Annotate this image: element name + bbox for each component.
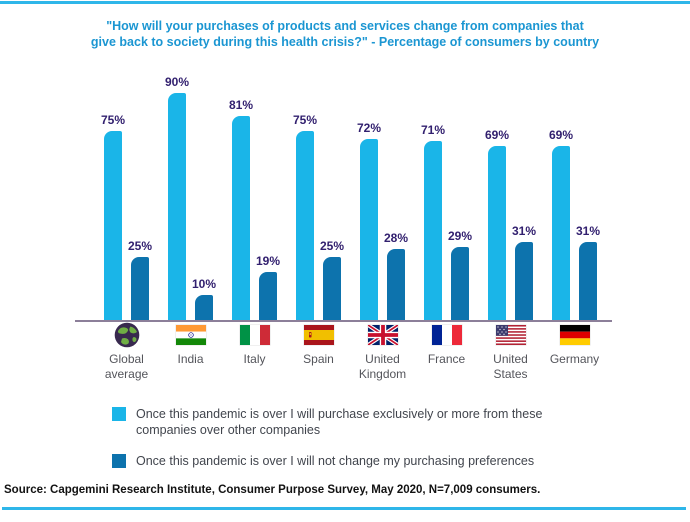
value-label-italy-series1: 81% — [228, 97, 254, 112]
legend-swatch-2 — [112, 454, 126, 468]
bar-wrap: 19% — [255, 68, 281, 320]
bar-italy-series2 — [259, 272, 277, 320]
bar-wrap: 69% — [484, 68, 510, 320]
category-label-global-average: Global average — [104, 352, 149, 381]
value-label-united-kingdom-series2: 28% — [383, 231, 409, 246]
spain-flag-icon — [284, 322, 354, 348]
bar-wrap: 31% — [511, 68, 537, 320]
bar-wrap: 28% — [383, 68, 409, 320]
category-united-states: United States — [476, 322, 546, 381]
bar-group-germany: 69% 31% — [543, 68, 607, 320]
germany-flag-icon — [540, 322, 610, 348]
category-label-germany: Germany — [549, 352, 600, 366]
bar-india-series2 — [195, 294, 213, 320]
chart-title: "How will your purchases of products and… — [0, 19, 690, 50]
value-label-global-average-series2: 25% — [127, 239, 153, 253]
category-label-united-kingdom: United Kingdom — [358, 352, 407, 381]
bar-group-united-kingdom: 72% 28% — [351, 68, 415, 320]
category-global-average: Global average — [92, 322, 162, 381]
top-rule — [0, 1, 690, 4]
bar-spain-series1 — [296, 131, 314, 320]
bar-group-india: 90% 10% — [159, 68, 223, 320]
bar-group-italy: 81% 19% — [223, 68, 287, 320]
x-axis-labels: Global average India Italy Spain United King… — [78, 322, 612, 386]
value-label-united-kingdom-series1: 72% — [356, 120, 382, 135]
category-label-india: India — [177, 352, 204, 366]
bar-united-kingdom-series2 — [387, 249, 405, 320]
bar-wrap: 75% — [100, 68, 126, 320]
legend: Once this pandemic is over I will purcha… — [112, 406, 596, 484]
bar-germany-series2 — [579, 241, 597, 320]
category-label-italy: Italy — [243, 352, 266, 366]
bar-wrap: 25% — [319, 68, 345, 320]
bar-wrap: 31% — [575, 68, 601, 320]
category-united-kingdom: United Kingdom — [348, 322, 418, 381]
value-label-global-average-series1: 75% — [100, 113, 126, 127]
bar-wrap: 71% — [420, 68, 446, 320]
value-label-united-states-series2: 31% — [511, 223, 537, 238]
category-label-france: France — [427, 352, 466, 366]
bar-group-spain: 75% 25% — [287, 68, 351, 320]
chart-title-line2: give back to society during this health … — [90, 34, 600, 49]
legend-item-1: Once this pandemic is over I will purcha… — [112, 406, 596, 438]
bar-wrap: 69% — [548, 68, 574, 320]
globe-flag-icon — [92, 322, 162, 348]
bar-united-kingdom-series1 — [360, 138, 378, 320]
legend-label-1: Once this pandemic is over I will purcha… — [136, 407, 543, 437]
category-spain: Spain — [284, 322, 354, 367]
value-label-united-states-series1: 69% — [484, 128, 510, 143]
bar-united-states-series1 — [488, 146, 506, 320]
source-note: Source: Capgemini Research Institute, Co… — [4, 484, 541, 496]
bar-wrap: 25% — [127, 68, 153, 320]
bar-wrap: 75% — [292, 68, 318, 320]
bar-united-states-series2 — [515, 241, 533, 320]
bar-france-series2 — [451, 246, 469, 320]
bar-wrap: 10% — [191, 68, 217, 320]
plot-area: 75% 25% 90% 10% 81% 19% 75% 25% 72% 28% 71% 29% 69% 3… — [75, 68, 612, 322]
bar-india-series1 — [168, 93, 186, 320]
bar-wrap: 90% — [164, 68, 190, 320]
bottom-rule — [2, 507, 686, 510]
france-flag-icon — [412, 322, 482, 348]
bar-italy-series1 — [232, 115, 250, 320]
x-axis-line — [75, 319, 612, 322]
legend-swatch-1 — [112, 407, 126, 421]
legend-label-2: Once this pandemic is over I will not ch… — [136, 454, 535, 468]
uk-flag-icon — [348, 322, 418, 348]
value-label-spain-series2: 25% — [319, 239, 345, 253]
usa-flag-icon — [476, 322, 546, 348]
category-france: France — [412, 322, 482, 367]
bar-group-global-average: 75% 25% — [95, 68, 159, 320]
category-label-united-states: United States — [493, 352, 528, 381]
bar-wrap: 81% — [228, 68, 254, 320]
bar-group-france: 71% 29% — [415, 68, 479, 320]
chart-title-line1: "How will your purchases of products and… — [106, 19, 584, 33]
bar-global-average-series2 — [131, 257, 149, 320]
bar-global-average-series1 — [104, 131, 122, 320]
value-label-germany-series2: 31% — [575, 223, 601, 238]
category-italy: Italy — [220, 322, 290, 367]
category-label-spain: Spain — [303, 352, 334, 366]
bar-wrap: 29% — [447, 68, 473, 320]
legend-item-2: Once this pandemic is over I will not ch… — [112, 453, 596, 469]
value-label-france-series2: 29% — [447, 228, 473, 243]
bar-spain-series2 — [323, 257, 341, 320]
bar-wrap: 72% — [356, 68, 382, 320]
value-label-italy-series2: 19% — [255, 254, 281, 269]
bar-france-series1 — [424, 141, 442, 320]
value-label-india-series2: 10% — [191, 276, 217, 291]
india-flag-icon — [156, 322, 226, 348]
value-label-germany-series1: 69% — [548, 128, 574, 143]
bar-group-united-states: 69% 31% — [479, 68, 543, 320]
category-germany: Germany — [540, 322, 610, 367]
value-label-spain-series1: 75% — [292, 113, 318, 127]
value-label-france-series1: 71% — [420, 123, 446, 138]
value-label-india-series1: 90% — [164, 75, 190, 90]
italy-flag-icon — [220, 322, 290, 348]
bar-germany-series1 — [552, 146, 570, 320]
category-india: India — [156, 322, 226, 367]
